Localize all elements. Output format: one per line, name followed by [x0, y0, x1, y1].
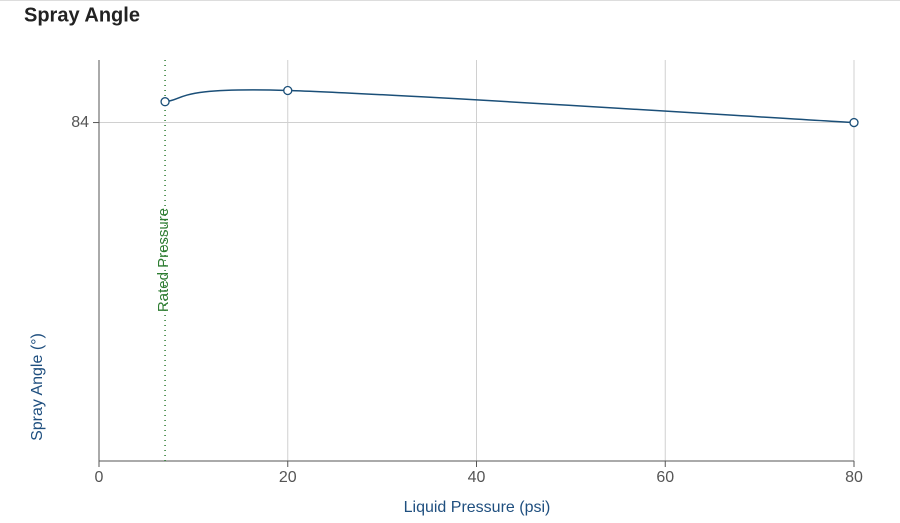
chart-title: Spray Angle [24, 4, 140, 26]
data-point [160, 97, 170, 107]
data-point [849, 117, 859, 128]
x-tick-label: 0 [95, 469, 104, 486]
y-axis-label: Spray Angle (°) [29, 333, 46, 441]
x-tick-label: 80 [845, 469, 863, 486]
x-tick-label: 20 [279, 469, 297, 486]
annotation-label: Rated Pressure [155, 208, 172, 312]
data-point [283, 85, 293, 96]
series-line [164, 89, 855, 124]
x-tick-label: 60 [656, 469, 674, 486]
y-tick-label: 84 [71, 114, 89, 131]
x-tick-label: 40 [468, 469, 486, 486]
x-axis-label: Liquid Pressure (psi) [404, 499, 551, 516]
